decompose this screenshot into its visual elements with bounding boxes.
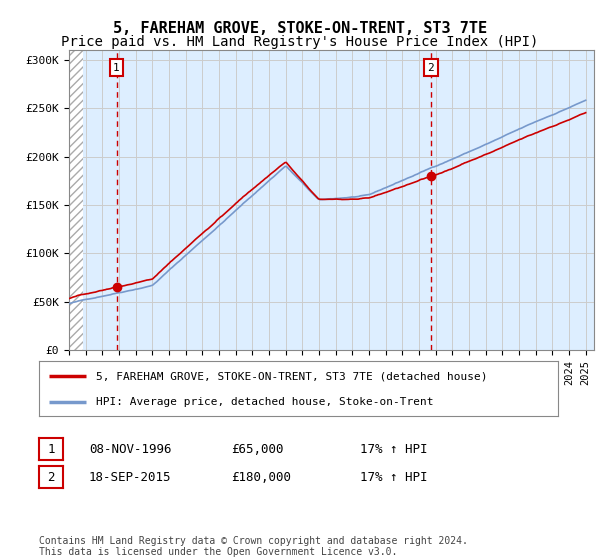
Text: 17% ↑ HPI: 17% ↑ HPI [360,470,427,484]
Text: 5, FAREHAM GROVE, STOKE-ON-TRENT, ST3 7TE (detached house): 5, FAREHAM GROVE, STOKE-ON-TRENT, ST3 7T… [96,371,488,381]
Text: £180,000: £180,000 [231,470,291,484]
Text: 5, FAREHAM GROVE, STOKE-ON-TRENT, ST3 7TE: 5, FAREHAM GROVE, STOKE-ON-TRENT, ST3 7T… [113,21,487,36]
Text: 17% ↑ HPI: 17% ↑ HPI [360,442,427,456]
Text: 18-SEP-2015: 18-SEP-2015 [89,470,172,484]
Text: 2: 2 [47,470,55,484]
Text: Price paid vs. HM Land Registry's House Price Index (HPI): Price paid vs. HM Land Registry's House … [61,35,539,49]
Text: 1: 1 [113,63,120,73]
Bar [69,50,83,350]
Text: 2: 2 [428,63,434,73]
Text: 1: 1 [47,442,55,456]
Text: £65,000: £65,000 [231,442,284,456]
Text: Contains HM Land Registry data © Crown copyright and database right 2024.
This d: Contains HM Land Registry data © Crown c… [39,535,468,557]
Text: HPI: Average price, detached house, Stoke-on-Trent: HPI: Average price, detached house, Stok… [96,397,434,407]
Text: 08-NOV-1996: 08-NOV-1996 [89,442,172,456]
